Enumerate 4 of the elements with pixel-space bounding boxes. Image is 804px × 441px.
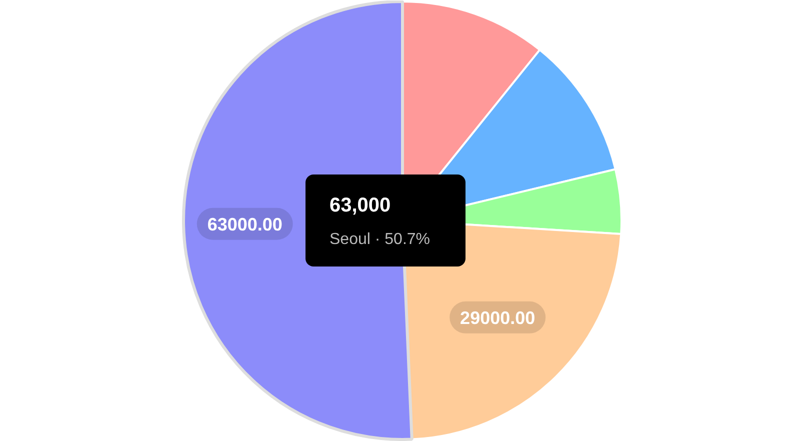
data-label: 29000.00 (460, 308, 536, 328)
data-label: 63000.00 (207, 214, 282, 234)
text: Seoul · 50.7% (330, 231, 430, 248)
text: 63,000 (330, 194, 391, 216)
